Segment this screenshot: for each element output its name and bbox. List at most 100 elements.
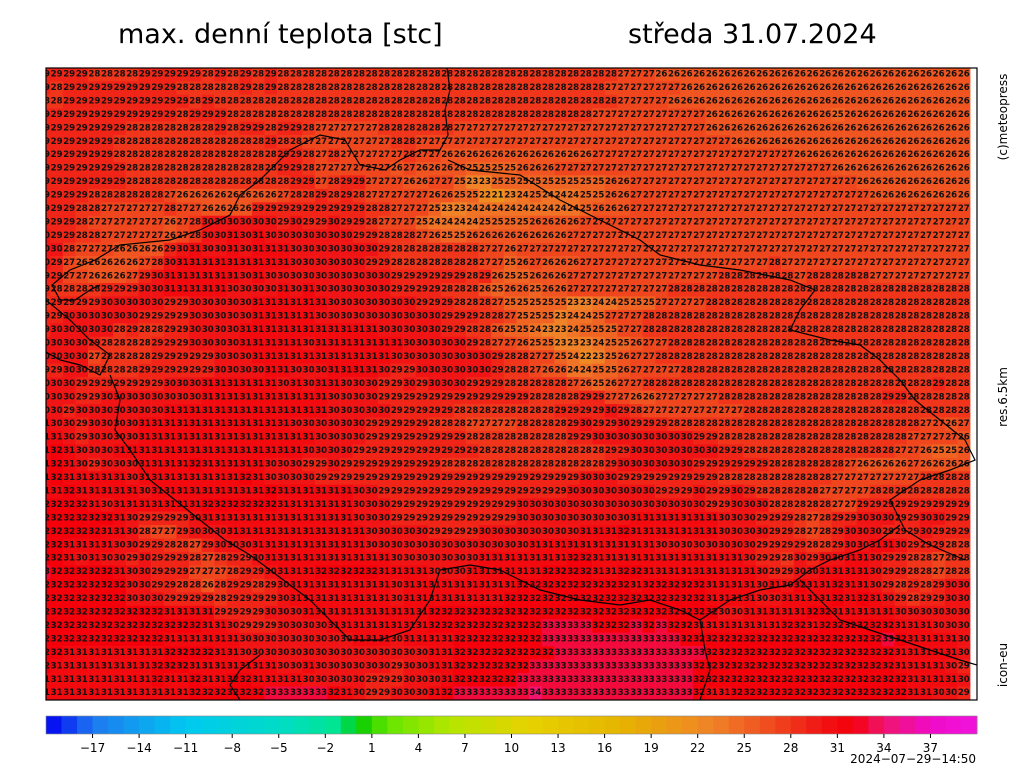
cell-color (390, 68, 404, 82)
cell-value: 27 (277, 191, 289, 201)
cell-value: 31 (164, 271, 176, 281)
cell-value: 29 (63, 123, 75, 133)
cell-value: 26 (870, 70, 882, 80)
cell-value: 29 (177, 96, 189, 106)
cell-value: 30 (290, 258, 302, 268)
cell-value: 24 (542, 204, 554, 214)
cell-value: 29 (441, 298, 453, 308)
cell-value: 27 (920, 244, 932, 254)
cell-value: 29 (378, 244, 390, 254)
cell-value: 29 (38, 70, 50, 80)
cell-value: 27 (668, 110, 680, 120)
cell-value: 30 (214, 339, 226, 349)
cell-value: 26 (844, 150, 856, 160)
cell-value: 28 (441, 285, 453, 295)
cell-value: 26 (882, 164, 894, 174)
cell-value: 25 (441, 231, 453, 241)
cell-value: 27 (870, 231, 882, 241)
cell-value: 27 (605, 123, 617, 133)
cell-value: 30 (227, 312, 239, 322)
cell-value: 30 (76, 339, 88, 349)
cell-color (516, 81, 530, 95)
cell-value: 26 (151, 244, 163, 254)
cell-value: 28 (290, 110, 302, 120)
cell-value: 28 (265, 150, 277, 160)
cell-value: 27 (706, 231, 718, 241)
cell-color (919, 68, 933, 82)
cell-value: 27 (315, 137, 327, 147)
cell-color (907, 68, 920, 82)
cell-value: 25 (555, 298, 567, 308)
cell-value: 26 (580, 150, 592, 160)
cell-value: 28 (479, 298, 491, 308)
cell-value: 30 (315, 285, 327, 295)
cell-value: 28 (114, 70, 126, 80)
cell-value: 27 (328, 123, 340, 133)
cell-value: 29 (51, 177, 63, 187)
cell-value: 28 (403, 96, 415, 106)
cell-value: 30 (114, 312, 126, 322)
cell-value: 31 (315, 339, 327, 349)
cell-value: 26 (769, 83, 781, 93)
cell-value: 27 (933, 204, 945, 214)
cell-value: 26 (920, 110, 932, 120)
cell-value: 29 (51, 231, 63, 241)
cell-value: 27 (643, 217, 655, 227)
cell-value: 26 (542, 217, 554, 227)
cell-value: 27 (781, 164, 793, 174)
cell-value: 30 (290, 231, 302, 241)
cell-value: 29 (214, 110, 226, 120)
cell-value: 29 (101, 83, 113, 93)
cell-value: 28 (731, 271, 743, 281)
cell-value: 28 (643, 325, 655, 335)
cell-color (314, 68, 328, 82)
cell-value: 25 (832, 110, 844, 120)
cell-color (503, 81, 517, 95)
cell-value: 28 (88, 191, 100, 201)
cell-value: 28 (870, 285, 882, 295)
cell-value: 27 (479, 244, 491, 254)
cell-value: 31 (214, 258, 226, 268)
cell-value: 28 (454, 285, 466, 295)
cell-color (629, 68, 643, 82)
cell-value: 30 (315, 312, 327, 322)
cell-value: 30 (366, 244, 378, 254)
cell-value: 27 (907, 204, 919, 214)
cell-value: 28 (819, 298, 831, 308)
cell-value: 26 (681, 83, 693, 93)
cell-value: 28 (466, 110, 478, 120)
cell-value: 28 (592, 70, 604, 80)
cell-value: 28 (139, 150, 151, 160)
cell-value: 26 (882, 191, 894, 201)
cell-value: 26 (933, 123, 945, 133)
cell-value: 29 (164, 325, 176, 335)
cell-value: 27 (668, 137, 680, 147)
cell-value: 26 (88, 271, 100, 281)
cell-value: 24 (454, 217, 466, 227)
cell-value: 26 (882, 137, 894, 147)
cell-value: 26 (920, 164, 932, 174)
cell-value: 28 (202, 150, 214, 160)
cell-value: 27 (907, 271, 919, 281)
cell-value: 28 (718, 325, 730, 335)
cell-value: 29 (126, 96, 138, 106)
cell-value: 26 (945, 123, 957, 133)
cell-value: 27 (895, 204, 907, 214)
cell-color (226, 68, 240, 82)
cell-value: 27 (315, 177, 327, 187)
cell-value: 28 (479, 83, 491, 93)
cell-value: 27 (114, 204, 126, 214)
cell-value: 26 (920, 123, 932, 133)
cell-value: 26 (555, 217, 567, 227)
cell-color (529, 68, 542, 82)
cell-value: 26 (933, 150, 945, 160)
cell-value: 27 (378, 177, 390, 187)
cell-value: 30 (290, 271, 302, 281)
cell-color (743, 68, 757, 82)
cell-value: 26 (907, 70, 919, 80)
cell-value: 27 (605, 258, 617, 268)
cell-value: 26 (706, 96, 718, 106)
cell-color (667, 81, 681, 95)
cell-value: 29 (88, 164, 100, 174)
cell-value: 27 (807, 204, 819, 214)
